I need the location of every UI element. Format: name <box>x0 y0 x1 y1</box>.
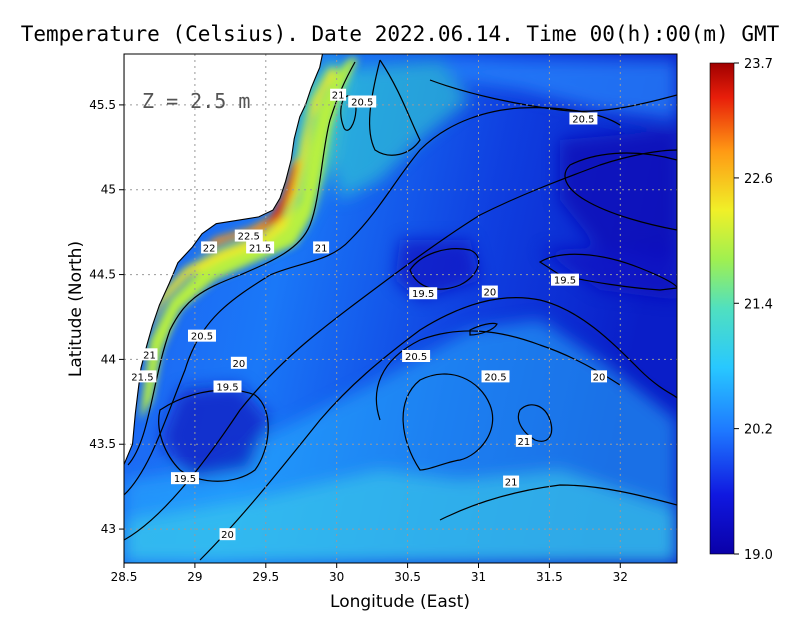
y-axis-ticks: 43 43.5 44 44.5 45 45.5 <box>89 98 124 536</box>
colorbar-tick-label: 21.4 <box>744 297 773 312</box>
contour-label: 21.5 <box>249 243 271 254</box>
contour-21-east-loop <box>517 404 553 442</box>
contour-20-5-ne <box>429 79 677 112</box>
y-tick-label: 44.5 <box>89 268 116 282</box>
contour-label-bg <box>348 95 377 108</box>
y-tick-label: 43 <box>101 522 116 536</box>
x-tick-label: 30 <box>329 570 344 584</box>
contour-label: 20.5 <box>405 352 427 363</box>
contour-label: 20 <box>221 530 234 541</box>
contour-label-bg <box>409 287 438 300</box>
contour-20-5-south <box>375 330 621 421</box>
colorbar-ticks: 19.0 20.2 21.4 22.6 23.7 <box>734 57 773 563</box>
contour-label-bg <box>128 370 157 383</box>
contour-lines <box>124 59 677 561</box>
y-tick-label: 45 <box>101 183 116 197</box>
contour-label: 21 <box>315 243 328 254</box>
contour-label: 19.5 <box>216 383 238 394</box>
contour-label-bg <box>187 329 216 342</box>
contour-label: 20 <box>593 372 606 383</box>
contour-20-5 <box>124 149 677 541</box>
contour-label-bg <box>515 434 532 447</box>
contour-label-bg <box>234 229 263 242</box>
y-axis-label: Latitude (North) <box>66 241 86 377</box>
contour-label: 21 <box>505 478 518 489</box>
x-axis-ticks: 28.5 29 29.5 30 30.5 31 31.5 32 <box>111 563 628 584</box>
contour-20-island <box>469 322 498 336</box>
temperature-field <box>124 60 677 563</box>
contour-19-5-east <box>538 253 677 291</box>
contour-21-5 <box>127 61 356 466</box>
contour-label-bg <box>591 370 608 383</box>
contour-label-bg <box>402 350 431 363</box>
contour-label: 21.5 <box>131 372 153 383</box>
contour-label-bg <box>503 475 520 488</box>
contour-label-bg <box>330 88 347 101</box>
y-tick-label: 45.5 <box>89 98 116 112</box>
contour-label: 19.5 <box>174 474 196 485</box>
contour-label: 22 <box>203 243 216 254</box>
contour-label-bg <box>246 241 275 254</box>
contour-label: 20 <box>483 288 496 299</box>
x-tick-label: 32 <box>613 570 628 584</box>
chart-title: Temperature (Celsius). Date 2022.06.14. … <box>21 22 780 46</box>
contour-label-bg <box>141 348 158 361</box>
colorbar-tick-label: 22.6 <box>744 172 773 187</box>
contour-21-south <box>439 484 677 521</box>
contour-label: 19.5 <box>554 276 576 287</box>
plot-frame <box>123 53 678 564</box>
colorbar <box>709 62 735 555</box>
contour-label: 20.5 <box>191 332 213 343</box>
colorbar-tick-label: 20.2 <box>744 423 773 438</box>
contour-label-bg <box>569 112 598 125</box>
contour-label-bg <box>230 356 247 369</box>
x-tick-label: 29.5 <box>252 570 279 584</box>
contour-label: 21 <box>332 91 345 102</box>
contour-label-bg <box>481 285 498 298</box>
x-tick-label: 31 <box>471 570 486 584</box>
contour-label: 21 <box>143 350 156 361</box>
contour-label: 20.5 <box>484 372 506 383</box>
contour-20 <box>199 297 677 561</box>
contour-label-bg <box>170 472 199 485</box>
x-axis-label: Longitude (East) <box>330 592 470 612</box>
colorbar-tick-label: 23.7 <box>744 57 773 72</box>
x-tick-label: 29 <box>187 570 202 584</box>
contour-label: 21 <box>517 437 530 448</box>
x-tick-label: 28.5 <box>111 570 138 584</box>
contour-labels: 21 20.5 20.5 22.5 22 21.5 21 19.5 19.5 20 20.5 21 20… <box>128 88 608 541</box>
contour-label: 20.5 <box>351 98 373 109</box>
contour-20-5-north <box>368 59 421 156</box>
contour-label-bg <box>213 380 242 393</box>
contour-label: 19.5 <box>412 289 434 300</box>
depth-label: Z = 2.5 m <box>142 89 250 113</box>
x-tick-label: 31.5 <box>536 570 563 584</box>
x-tick-label: 30.5 <box>394 570 421 584</box>
contour-label: 20 <box>232 359 245 370</box>
contour-21-coast <box>124 107 621 496</box>
plot-area: Z = 2.5 m 21 20.5 20.5 22.5 22 21.5 21 19.5 19.5… <box>124 54 677 563</box>
y-tick-label: 43.5 <box>89 437 116 451</box>
contour-21-loop <box>402 373 494 471</box>
y-tick-label: 44 <box>101 352 116 366</box>
contour-label-bg <box>201 241 218 254</box>
grid <box>124 54 677 563</box>
colorbar-tick-label: 19.0 <box>744 548 773 563</box>
contour-label: 20.5 <box>572 114 594 125</box>
contour-label-bg <box>550 273 579 286</box>
contour-label-bg <box>313 241 330 254</box>
contour-19-5-ne <box>564 152 677 231</box>
contour-label-bg <box>481 370 510 383</box>
contour-label-bg <box>219 528 236 541</box>
contour-label: 22.5 <box>238 232 260 243</box>
